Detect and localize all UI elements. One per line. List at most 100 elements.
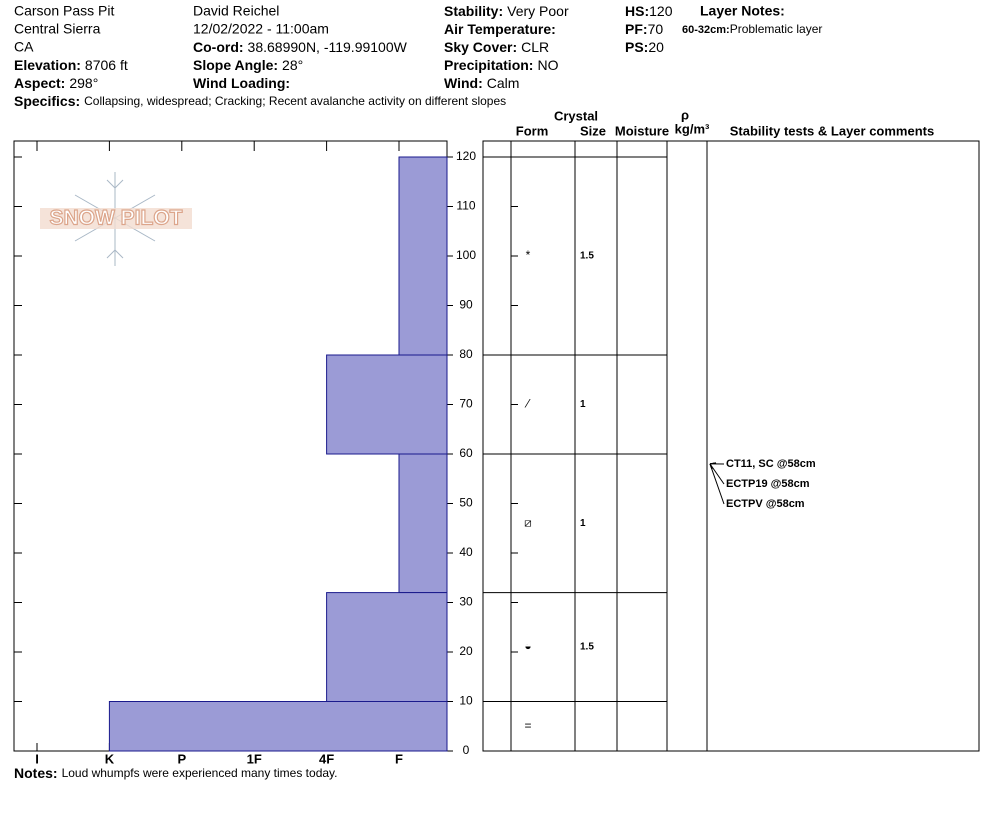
field: Aspect: 298° bbox=[14, 75, 98, 91]
y-tick-label: 120 bbox=[456, 149, 476, 163]
field: Wind: Calm bbox=[444, 75, 519, 91]
grain-size: 1 bbox=[580, 518, 586, 529]
header-text: 12/02/2022 - 11:00am bbox=[193, 21, 329, 37]
field: Sky Cover: CLR bbox=[444, 39, 549, 55]
field-value: 38.68990N, -119.99100W bbox=[248, 39, 408, 55]
field: Notes: Loud whumpfs were experienced many… bbox=[14, 765, 337, 781]
logo bbox=[40, 172, 192, 266]
field-label: HS: bbox=[625, 3, 649, 19]
stability-test: ECTPV @58cm bbox=[726, 498, 805, 510]
field-label: Wind: bbox=[444, 75, 483, 91]
grain-form: ⧄ bbox=[524, 515, 532, 529]
test-arrowhead bbox=[709, 462, 717, 470]
stability-test: CT11, SC @58cm bbox=[726, 458, 816, 470]
field-label: Elevation: bbox=[14, 57, 81, 73]
hardness-bar bbox=[398, 156, 448, 356]
grain-form: * bbox=[526, 248, 531, 262]
y-tick-label: 20 bbox=[459, 644, 473, 658]
field-label: Precipitation: bbox=[444, 57, 533, 73]
y-tick-label: 70 bbox=[459, 397, 473, 411]
column-header: Size bbox=[580, 123, 606, 138]
test-arrow bbox=[709, 463, 725, 505]
hardness-bar bbox=[108, 701, 448, 752]
field-label: Stability: bbox=[444, 3, 503, 19]
hardness-bar bbox=[398, 453, 448, 594]
layer-notes-title: Layer Notes: bbox=[700, 3, 785, 19]
field-value: 28° bbox=[282, 57, 303, 73]
field-value: 120 bbox=[649, 3, 673, 19]
x-tick-label: K bbox=[105, 751, 115, 766]
field-value: 70 bbox=[648, 21, 664, 37]
header-text: Carson Pass Pit bbox=[14, 3, 114, 19]
header-text: David Reichel bbox=[193, 3, 279, 19]
hardness-bar bbox=[326, 354, 448, 455]
stability-test: ECTP19 @58cm bbox=[726, 478, 810, 490]
layer-table-frame bbox=[482, 140, 980, 752]
y-tick-label: 0 bbox=[463, 743, 470, 757]
field: Elevation: 8706 ft bbox=[14, 57, 128, 73]
field-value: Calm bbox=[487, 75, 520, 91]
field-value: Very Poor bbox=[507, 3, 569, 19]
field: Slope Angle: 28° bbox=[193, 57, 303, 73]
y-tick-label: 50 bbox=[459, 496, 473, 510]
grain-size: 1 bbox=[580, 399, 586, 410]
field-value: 20 bbox=[648, 39, 664, 55]
field-label: Specifics: bbox=[14, 93, 80, 109]
field: PF:70 bbox=[625, 21, 663, 37]
x-tick-label: P bbox=[177, 751, 186, 766]
field-label: Aspect: bbox=[14, 75, 65, 91]
column-header: ρ bbox=[681, 107, 689, 122]
x-tick-label: I bbox=[35, 751, 39, 766]
field: Wind Loading: bbox=[193, 75, 290, 91]
field-value: CLR bbox=[521, 39, 549, 55]
field-value: Loud whumpfs were experienced many times… bbox=[62, 766, 338, 780]
field: Air Temperature: bbox=[444, 21, 556, 37]
hardness-bar bbox=[326, 592, 448, 702]
grain-form: = bbox=[524, 718, 531, 732]
y-tick-label: 40 bbox=[459, 545, 473, 559]
field-label: PF: bbox=[625, 21, 648, 37]
field: Specifics: Collapsing, widespread; Cracki… bbox=[14, 93, 506, 109]
grain-size: 1.5 bbox=[580, 251, 594, 262]
y-tick-label: 60 bbox=[459, 446, 473, 460]
header-text: CA bbox=[14, 39, 34, 55]
field: PS:20 bbox=[625, 39, 664, 55]
x-tick-label: 1F bbox=[247, 751, 262, 766]
field-label: PS: bbox=[625, 39, 648, 55]
y-tick-label: 80 bbox=[459, 347, 473, 361]
field-label: Slope Angle: bbox=[193, 57, 278, 73]
grain-size: 1.5 bbox=[580, 642, 594, 653]
field-value: Collapsing, widespread; Cracking; Recent… bbox=[84, 94, 506, 108]
y-tick-label: 100 bbox=[456, 248, 476, 262]
field: HS:120 bbox=[625, 3, 673, 19]
column-header: Crystal bbox=[554, 108, 598, 123]
grain-form: ⁄ bbox=[524, 397, 531, 411]
field: Co-ord: 38.68990N, -119.99100W bbox=[193, 39, 408, 55]
y-tick-label: 110 bbox=[456, 199, 475, 213]
column-header: Stability tests & Layer comments bbox=[730, 123, 934, 138]
layer-note-range: 60-32cm: bbox=[682, 24, 730, 36]
header-text: Central Sierra bbox=[14, 21, 101, 37]
y-tick-label: 10 bbox=[459, 694, 473, 708]
logo-text: SNOW PILOT bbox=[50, 207, 183, 230]
field-value: NO bbox=[537, 57, 558, 73]
column-header: Moisture bbox=[615, 123, 669, 138]
column-header: Form bbox=[516, 123, 549, 138]
field-value: 298° bbox=[69, 75, 98, 91]
field-value: 8706 ft bbox=[85, 57, 128, 73]
y-tick-label: 90 bbox=[459, 298, 473, 312]
test-arrow bbox=[709, 463, 725, 485]
layer-note-text: Problematic layer bbox=[730, 22, 823, 36]
column-header: kg/m³ bbox=[675, 121, 710, 136]
field-label: Wind Loading: bbox=[193, 75, 290, 91]
field: Precipitation: NO bbox=[444, 57, 559, 73]
field-label: Notes: bbox=[14, 765, 58, 781]
x-tick-label: 4F bbox=[319, 751, 334, 766]
y-tick-label: 30 bbox=[459, 595, 473, 609]
field-label: Air Temperature: bbox=[444, 21, 556, 37]
layer-note: 60-32cm:Problematic layer bbox=[682, 22, 822, 36]
field-label: Co-ord: bbox=[193, 39, 244, 55]
field: Stability: Very Poor bbox=[444, 3, 569, 19]
grain-form: ◒ bbox=[524, 639, 531, 653]
